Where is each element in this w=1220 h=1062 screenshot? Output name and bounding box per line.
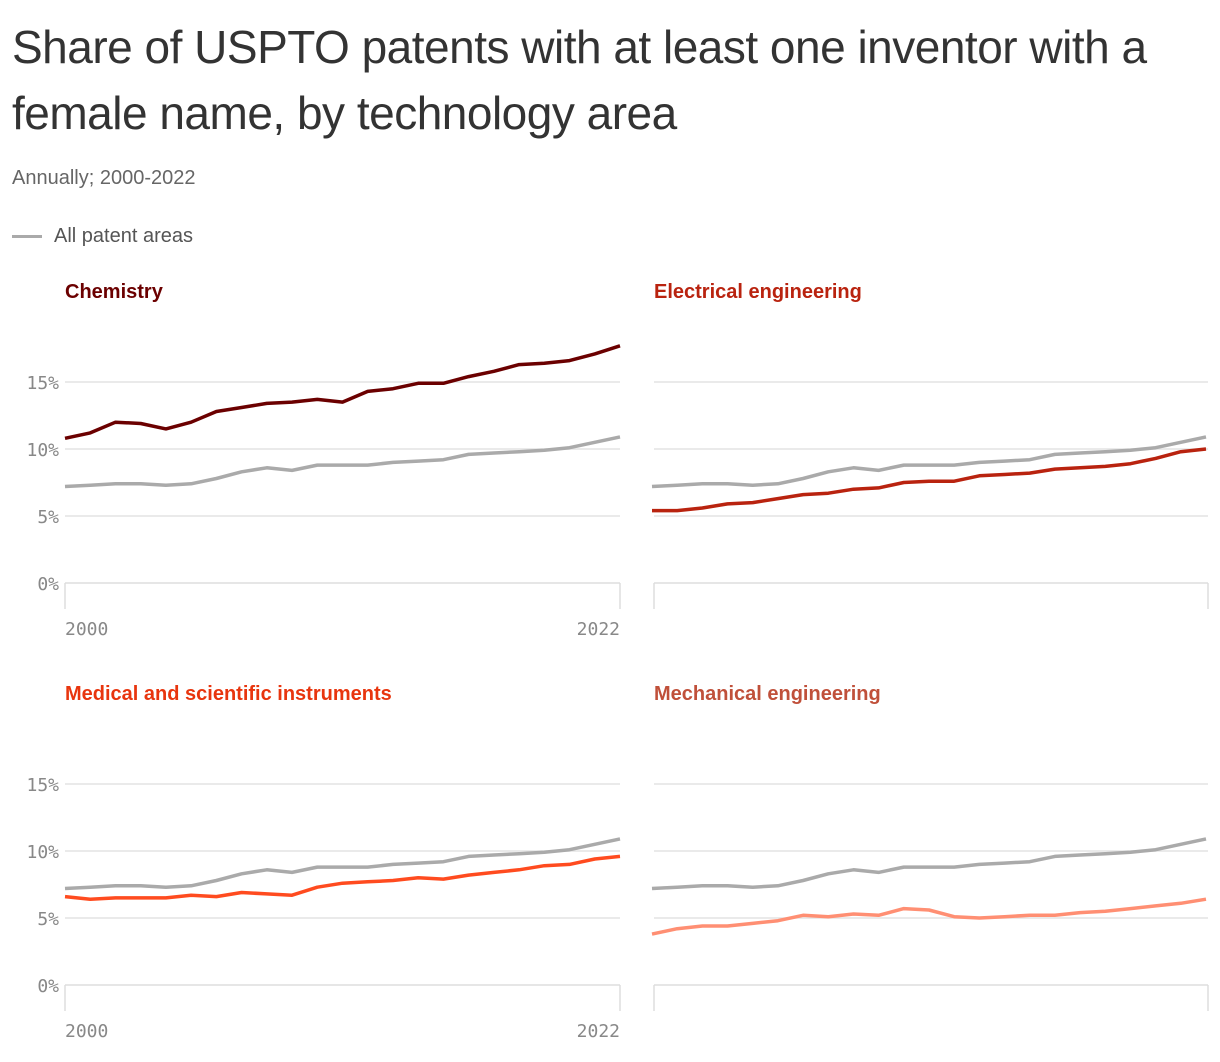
panel-title: Mechanical engineering xyxy=(654,683,881,705)
panel-title: Medical and scientific instruments xyxy=(65,683,392,705)
series-line-all-patent-areas xyxy=(651,435,1207,489)
y-tick-label: 15% xyxy=(26,373,59,394)
y-tick-label: 0% xyxy=(37,574,59,595)
y-tick-label: 5% xyxy=(37,909,59,930)
legend-label: All patent areas xyxy=(54,225,193,247)
series-line-chemistry xyxy=(64,344,621,441)
x-tick-label: 2022 xyxy=(577,1021,620,1042)
panel-electrical-engineering: Electrical engineering xyxy=(651,281,1209,609)
chart-title: Share of USPTO patents with at least one… xyxy=(12,21,1147,139)
legend: All patent areas xyxy=(12,225,193,248)
panel-title: Electrical engineering xyxy=(654,281,862,303)
panel-mechanical-engineering: Mechanical engineering xyxy=(651,683,1209,1011)
series-line-all-patent-areas xyxy=(651,837,1207,891)
panel-chemistry: Chemistry 0% 5% 10% 15% 2000 2022 xyxy=(26,281,621,640)
panel-medical-and-scientific-instruments: Medical and scientific instruments 0% 5% 10… xyxy=(26,683,621,1042)
y-tick-label: 10% xyxy=(26,842,59,863)
y-tick-label: 15% xyxy=(26,775,59,796)
y-tick-label: 10% xyxy=(26,440,59,461)
y-tick-label: 5% xyxy=(37,507,59,528)
x-tick-label: 2022 xyxy=(577,619,620,640)
series-line-electrical-engineering xyxy=(652,447,1207,513)
panel-title: Chemistry xyxy=(65,281,164,303)
y-tick-label: 0% xyxy=(37,976,59,997)
legend-swatch xyxy=(12,235,42,238)
series-line-all-patent-areas xyxy=(64,435,621,489)
x-tick-label: 2000 xyxy=(65,619,108,640)
series-line-medical-and-scientific-instruments xyxy=(64,854,621,901)
series-line-mechanical-engineering xyxy=(651,897,1207,936)
series-line-all-patent-areas xyxy=(64,837,621,891)
x-tick-label: 2000 xyxy=(65,1021,108,1042)
chart-subtitle: Annually; 2000-2022 xyxy=(12,167,196,189)
